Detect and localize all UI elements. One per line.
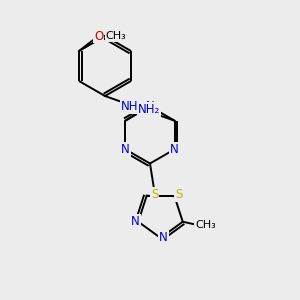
Text: NH: NH xyxy=(121,100,138,113)
Text: CH₃: CH₃ xyxy=(106,31,126,41)
Text: CH₃: CH₃ xyxy=(195,220,216,230)
Text: S: S xyxy=(175,188,182,201)
Text: N: N xyxy=(131,215,140,228)
Text: S: S xyxy=(151,188,158,201)
Text: N: N xyxy=(159,231,168,244)
Text: N: N xyxy=(146,100,154,113)
Text: N: N xyxy=(121,143,130,156)
Text: O: O xyxy=(94,29,103,43)
Text: NH₂: NH₂ xyxy=(138,103,160,116)
Text: N: N xyxy=(170,143,179,156)
